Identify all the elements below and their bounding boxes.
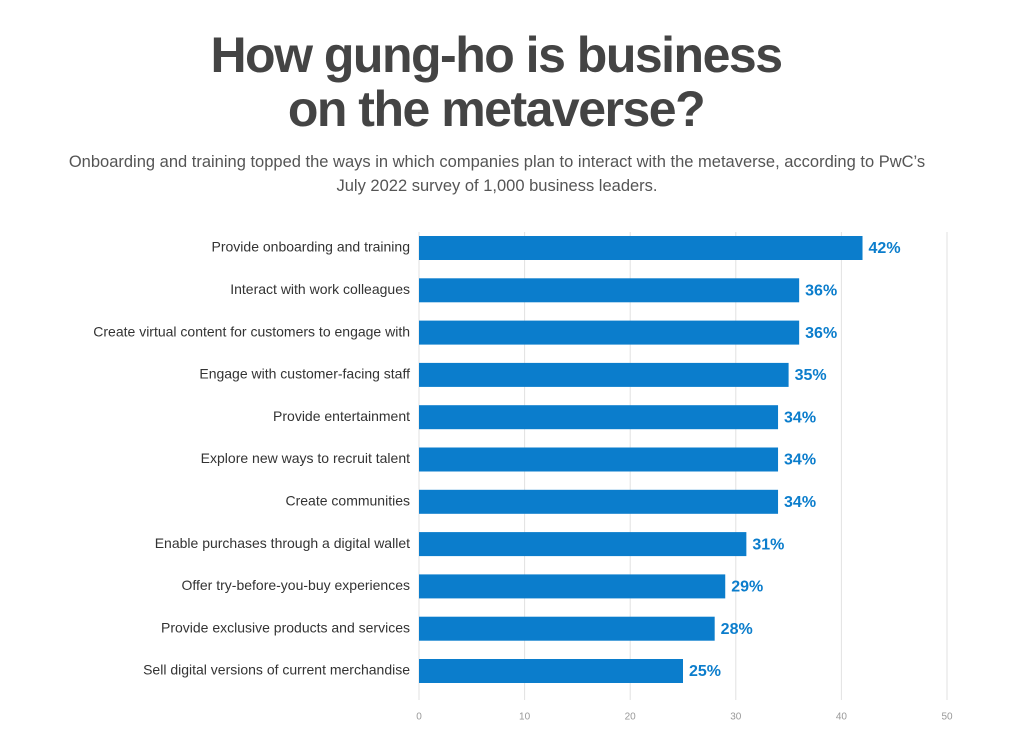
category-label: Explore new ways to recruit talent — [201, 450, 410, 466]
value-label: 36% — [805, 283, 837, 300]
category-label: Create communities — [286, 493, 411, 509]
chart-title: How gung-ho is business on the metaverse… — [210, 27, 783, 137]
category-label: Offer try-before-you-buy experiences — [181, 577, 410, 593]
x-tick-label: 20 — [625, 712, 637, 723]
bar — [419, 659, 683, 683]
category-label: Provide entertainment — [273, 408, 410, 424]
x-tick-label: 50 — [941, 712, 953, 723]
bar — [419, 574, 726, 599]
x-tick-label: 0 — [416, 712, 422, 723]
bar — [419, 236, 863, 260]
bar — [419, 362, 789, 387]
bar — [419, 616, 715, 641]
bar — [419, 278, 800, 303]
bar — [419, 489, 779, 514]
category-label: Enable purchases through a digital walle… — [155, 535, 410, 551]
category-label: Create virtual content for customers to … — [93, 323, 410, 339]
x-tick-label: 30 — [730, 712, 742, 723]
category-label: Sell digital versions of current merchan… — [143, 662, 410, 678]
value-label: 25% — [689, 663, 721, 680]
bar — [419, 405, 779, 430]
category-label: Provide exclusive products and services — [161, 619, 410, 635]
value-label: 29% — [731, 579, 763, 596]
value-label: 35% — [795, 367, 827, 384]
value-label: 31% — [752, 536, 784, 553]
category-label: Interact with work colleagues — [230, 281, 410, 297]
value-label: 34% — [784, 409, 816, 426]
value-label: 42% — [869, 240, 901, 257]
bar — [419, 532, 747, 557]
x-tick-label: 40 — [836, 712, 848, 723]
category-label: Engage with customer-facing staff — [199, 366, 410, 382]
value-label: 34% — [784, 452, 816, 469]
category-label: Provide onboarding and training — [212, 239, 410, 255]
bar — [419, 320, 800, 345]
chart-subtitle: Onboarding and training topped the ways … — [68, 153, 926, 195]
x-tick-label: 10 — [519, 712, 531, 723]
value-label: 34% — [784, 494, 816, 511]
value-label: 28% — [721, 621, 753, 638]
bar — [419, 447, 779, 472]
value-label: 36% — [805, 325, 837, 342]
